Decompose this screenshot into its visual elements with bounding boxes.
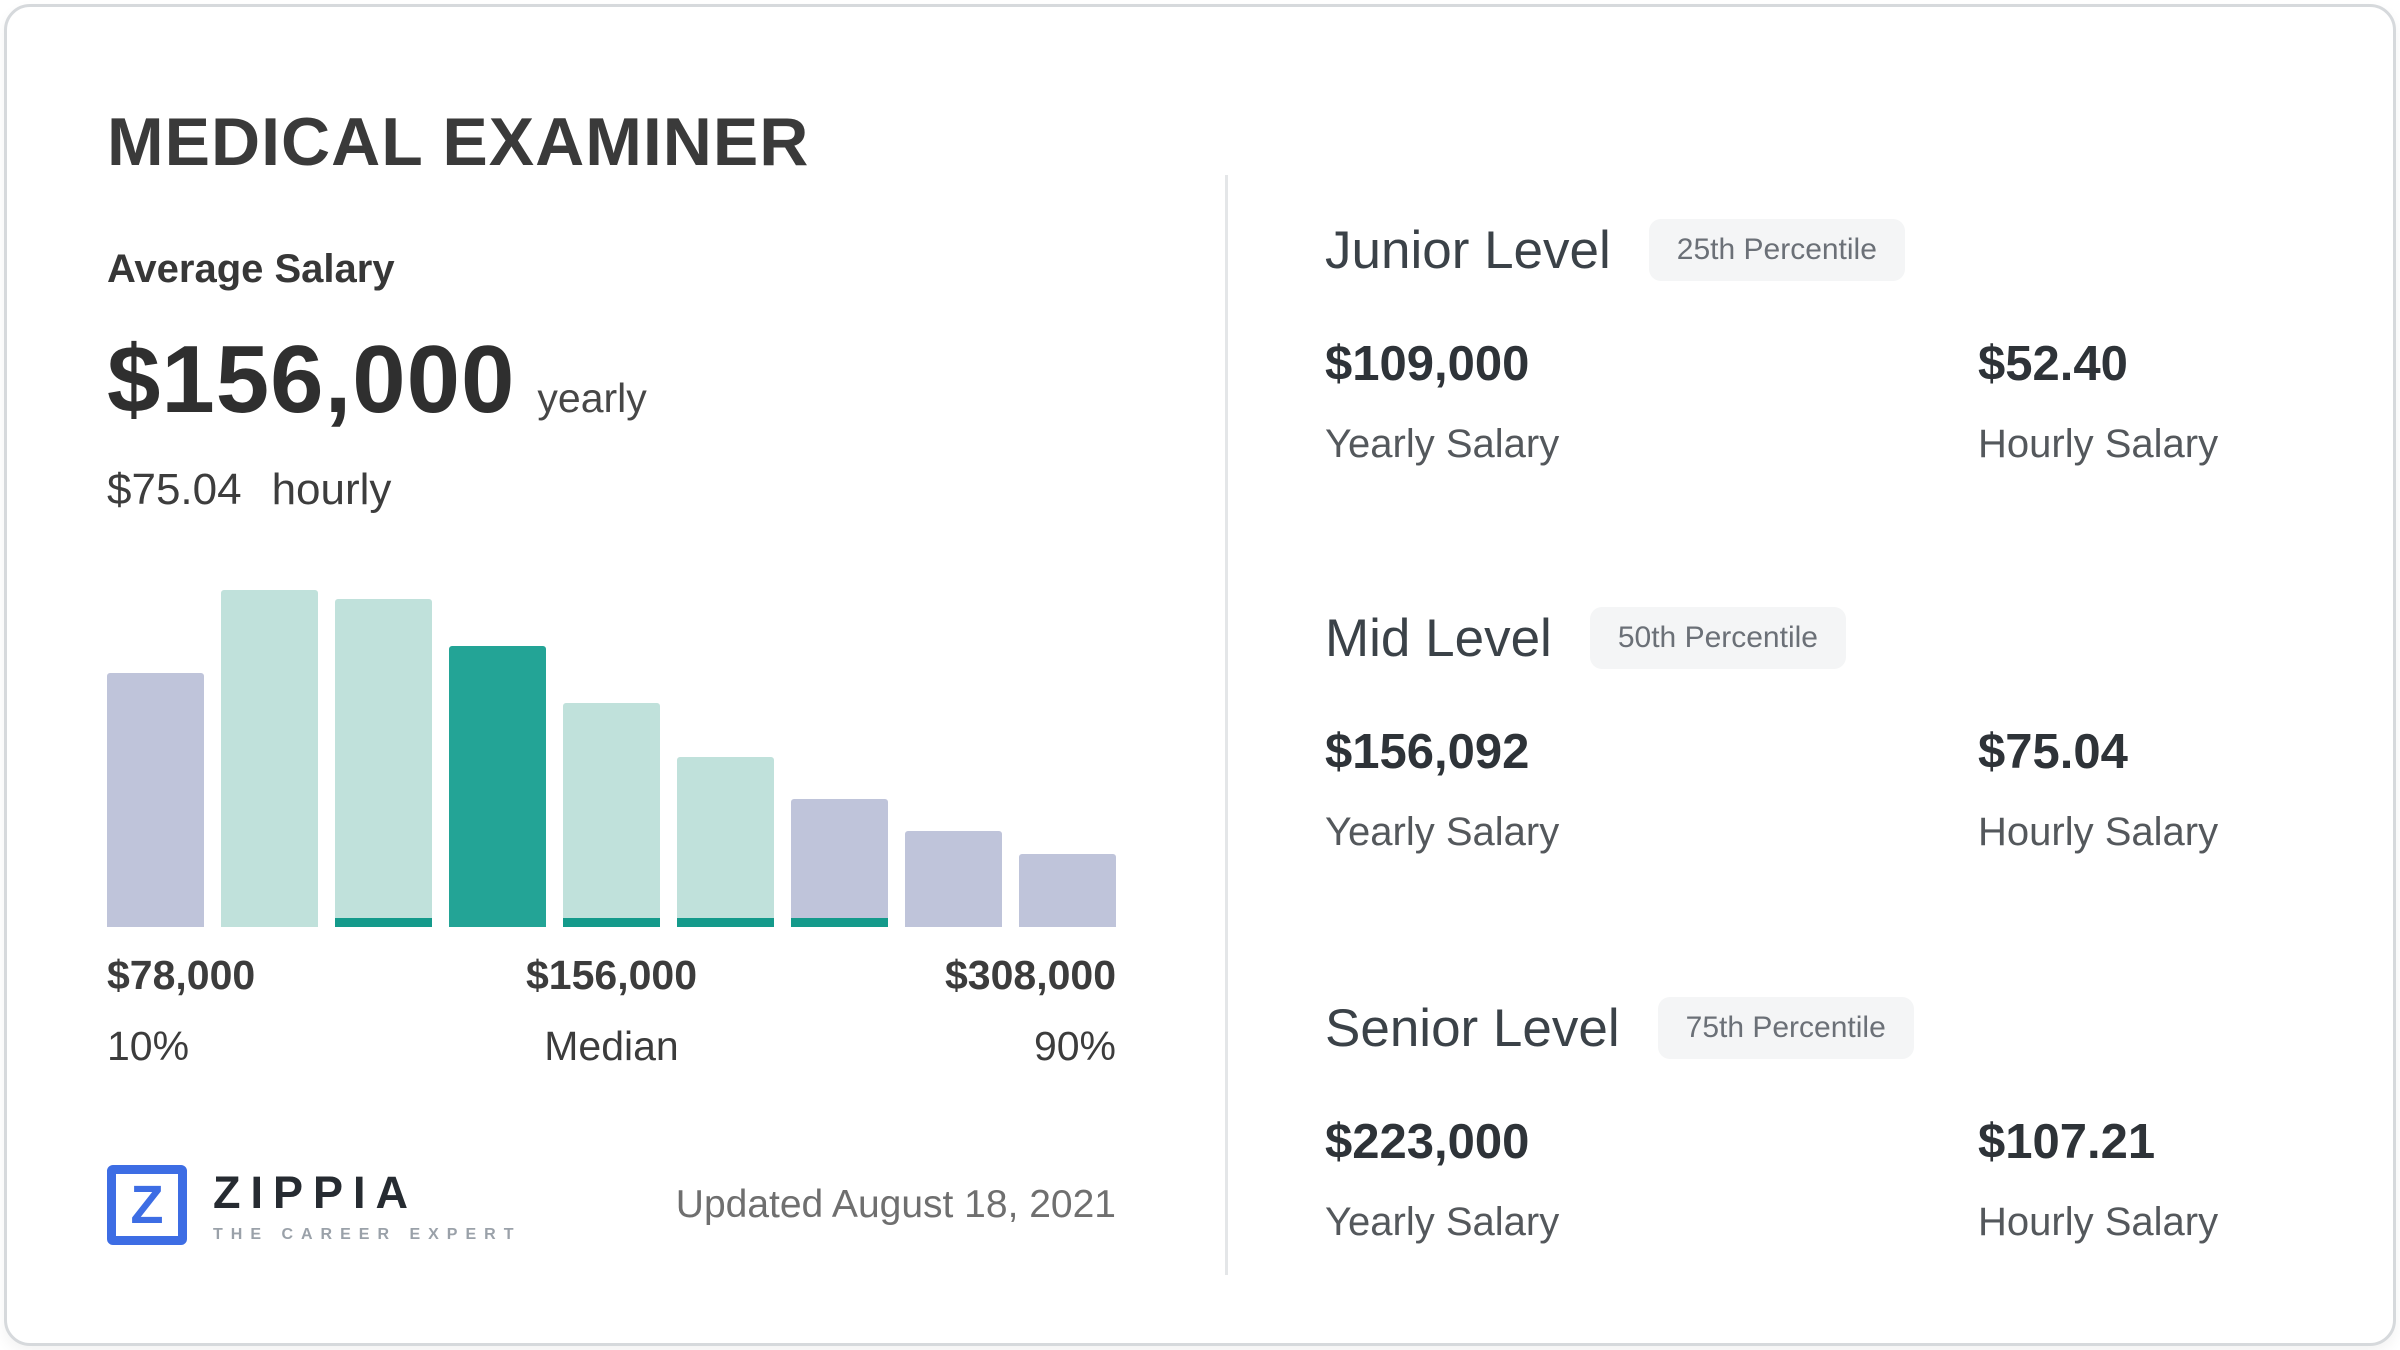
histogram-bar xyxy=(335,599,432,927)
histogram-bar xyxy=(107,673,204,927)
senior-yearly-label: Yearly Salary xyxy=(1325,1200,1560,1244)
histogram-bar-underline xyxy=(677,918,774,927)
zippia-logo-icon: Z xyxy=(107,1165,187,1245)
histogram-bar-underline xyxy=(791,918,888,927)
junior-level-block: Junior Level 25th Percentile $109,000 Ye… xyxy=(1325,219,2285,467)
senior-hourly-label: Hourly Salary xyxy=(1978,1200,2219,1244)
median-label: Median xyxy=(544,1023,679,1069)
histogram-bar xyxy=(563,703,660,927)
junior-yearly-column: $109,000 Yearly Salary xyxy=(1325,336,1978,467)
mid-level-block: Mid Level 50th Percentile $156,092 Yearl… xyxy=(1325,607,2285,855)
page-title: MEDICAL EXAMINER xyxy=(107,104,810,180)
junior-level-values: $109,000 Yearly Salary $52.40 Hourly Sal… xyxy=(1325,336,2285,467)
junior-hourly-label: Hourly Salary xyxy=(1978,422,2219,466)
mid-level-percentile-badge: 50th Percentile xyxy=(1589,607,1846,669)
junior-hourly-value: $52.40 xyxy=(1978,337,2128,391)
junior-level-percentile-badge: 25th Percentile xyxy=(1648,219,1905,281)
section-divider xyxy=(1225,175,1228,1275)
average-salary-label: Average Salary xyxy=(107,247,395,291)
percentile-10-value: $78,000 xyxy=(107,952,256,998)
average-hourly-value: $75.04 xyxy=(107,465,242,514)
percentile-90-value: $308,000 xyxy=(944,952,1116,998)
median-marker: $156,000 Median xyxy=(526,952,697,1070)
senior-hourly-column: $107.21 Hourly Salary xyxy=(1978,1114,2285,1245)
senior-yearly-value: $223,000 xyxy=(1325,1115,1530,1169)
histogram-axis-labels: $78,000 10% $156,000 Median $308,000 90% xyxy=(107,952,1116,1082)
mid-hourly-value: $75.04 xyxy=(1978,725,2128,779)
percentile-90-label: 90% xyxy=(1033,1023,1116,1069)
junior-level-title: Junior Level xyxy=(1325,220,1611,280)
average-hourly-unit: hourly xyxy=(271,465,392,514)
mid-hourly-label: Hourly Salary xyxy=(1978,810,2219,854)
zippia-logo-text: ZIPPIA THE CAREER EXPERT xyxy=(213,1167,521,1244)
junior-hourly-column: $52.40 Hourly Salary xyxy=(1978,336,2285,467)
mid-level-values: $156,092 Yearly Salary $75.04 Hourly Sal… xyxy=(1325,724,2285,855)
median-value: $156,000 xyxy=(525,952,698,998)
histogram-bar xyxy=(449,646,546,927)
percentile-10-marker: $78,000 10% xyxy=(107,952,255,1070)
zippia-logo-tagline: THE CAREER EXPERT xyxy=(213,1225,522,1243)
zippia-logo: Z ZIPPIA THE CAREER EXPERT xyxy=(107,1165,521,1245)
updated-date: Updated August 18, 2021 xyxy=(675,1183,1116,1226)
average-yearly-row: $156,000 yearly xyxy=(107,325,647,435)
senior-level-title: Senior Level xyxy=(1325,998,1620,1058)
salary-histogram xyxy=(107,590,1116,927)
mid-yearly-value: $156,092 xyxy=(1325,725,1530,779)
histogram-bar-underline xyxy=(335,918,432,927)
mid-yearly-label: Yearly Salary xyxy=(1325,810,1560,854)
percentile-90-marker: $308,000 90% xyxy=(945,952,1116,1070)
mid-level-title: Mid Level xyxy=(1325,608,1552,668)
senior-level-percentile-badge: 75th Percentile xyxy=(1657,997,1914,1059)
average-yearly-unit: yearly xyxy=(537,375,647,421)
senior-hourly-value: $107.21 xyxy=(1978,1115,2156,1169)
histogram-bar xyxy=(791,799,888,927)
percentile-10-label: 10% xyxy=(107,1023,190,1069)
senior-level-header: Senior Level 75th Percentile xyxy=(1325,997,2285,1059)
junior-level-header: Junior Level 25th Percentile xyxy=(1325,219,2285,281)
histogram-bar xyxy=(1019,854,1116,927)
mid-level-header: Mid Level 50th Percentile xyxy=(1325,607,2285,669)
footer: Z ZIPPIA THE CAREER EXPERT Updated Augus… xyxy=(107,1165,1116,1245)
senior-yearly-column: $223,000 Yearly Salary xyxy=(1325,1114,1978,1245)
mid-yearly-column: $156,092 Yearly Salary xyxy=(1325,724,1978,855)
junior-yearly-label: Yearly Salary xyxy=(1325,422,1560,466)
junior-yearly-value: $109,000 xyxy=(1325,337,1530,391)
average-yearly-value: $156,000 xyxy=(107,326,516,433)
senior-level-values: $223,000 Yearly Salary $107.21 Hourly Sa… xyxy=(1325,1114,2285,1245)
histogram-bar xyxy=(677,757,774,927)
average-hourly-row: $75.04 hourly xyxy=(107,465,391,515)
zippia-logo-name: ZIPPIA xyxy=(213,1166,419,1218)
histogram-bar-underline xyxy=(563,918,660,927)
mid-hourly-column: $75.04 Hourly Salary xyxy=(1978,724,2285,855)
salary-infographic-card: MEDICAL EXAMINER Average Salary $156,000… xyxy=(4,4,2396,1346)
histogram-bar xyxy=(221,590,318,927)
senior-level-block: Senior Level 75th Percentile $223,000 Ye… xyxy=(1325,997,2285,1245)
histogram-bar xyxy=(905,831,1002,927)
